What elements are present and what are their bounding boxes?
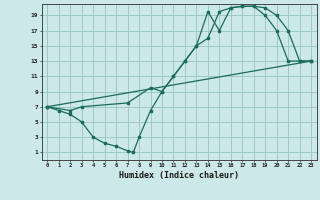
X-axis label: Humidex (Indice chaleur): Humidex (Indice chaleur)	[119, 171, 239, 180]
